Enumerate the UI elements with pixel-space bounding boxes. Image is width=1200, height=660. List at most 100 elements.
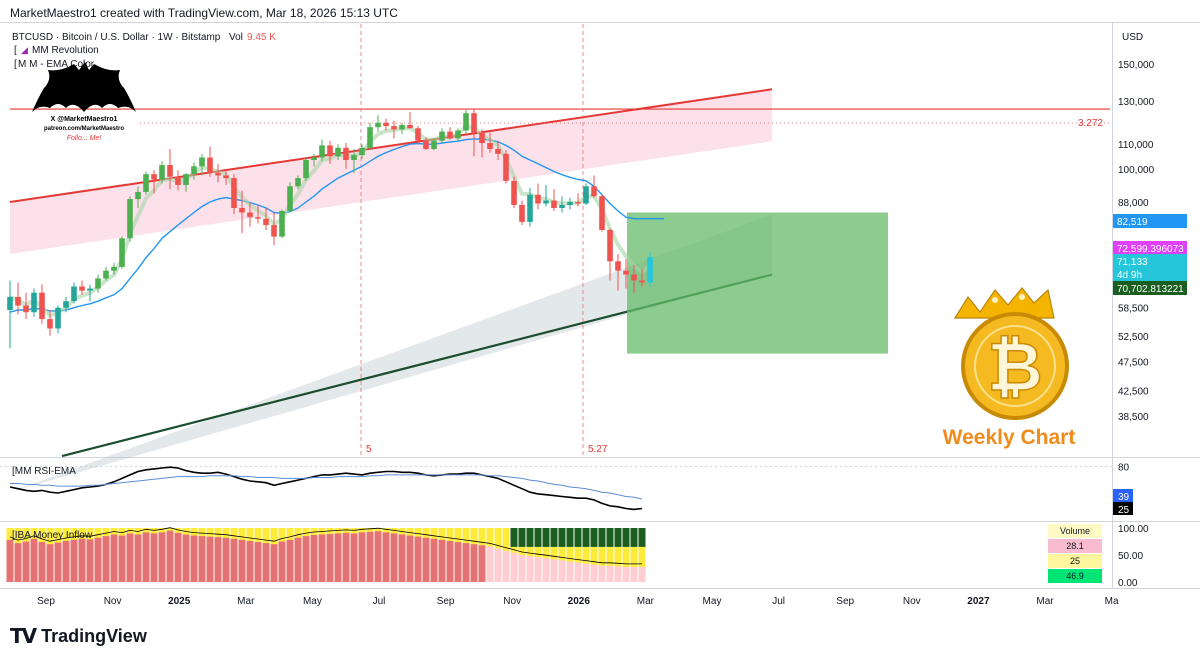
flow-bar[interactable] — [142, 532, 150, 582]
candle-body[interactable] — [567, 202, 573, 205]
flow-bar[interactable] — [414, 536, 422, 582]
flow-bar[interactable] — [526, 556, 534, 582]
candle-body[interactable] — [383, 122, 389, 127]
candle-body[interactable] — [7, 296, 13, 310]
candle-body[interactable] — [263, 218, 269, 226]
flow-bar[interactable] — [246, 540, 254, 582]
candle-body[interactable] — [423, 140, 429, 149]
flow-bar[interactable] — [54, 542, 62, 582]
candle-body[interactable] — [527, 194, 533, 222]
flow-bar[interactable] — [638, 566, 646, 582]
flow-bar[interactable] — [126, 533, 134, 582]
candle-body[interactable] — [367, 127, 373, 148]
candle-body[interactable] — [583, 186, 589, 204]
flow-bar[interactable] — [366, 531, 374, 582]
flow-bar[interactable] — [190, 535, 198, 582]
candle-body[interactable] — [191, 166, 197, 175]
flow-bar[interactable] — [606, 565, 614, 582]
candle-body[interactable] — [319, 145, 325, 158]
flow-bar[interactable] — [86, 539, 94, 582]
flow-bar[interactable] — [374, 531, 382, 582]
flow-bar[interactable] — [558, 560, 566, 582]
flow-bar[interactable] — [94, 537, 102, 582]
flow-bar[interactable] — [118, 535, 126, 582]
candle-body[interactable] — [15, 296, 21, 306]
candle-body[interactable] — [399, 124, 405, 130]
flow-bar[interactable] — [630, 566, 638, 582]
flow-bar[interactable] — [174, 532, 182, 582]
rsi-pane[interactable]: 80 [MM RSI-EMA 39 25 — [0, 462, 1133, 516]
candle-body[interactable] — [647, 257, 653, 283]
flow-bar[interactable] — [62, 540, 70, 582]
flow-bar[interactable] — [582, 563, 590, 582]
flow-bar[interactable] — [590, 564, 598, 582]
candle-body[interactable] — [623, 270, 629, 275]
flow-bar[interactable] — [6, 539, 14, 582]
candle-body[interactable] — [471, 113, 477, 133]
flow-bar[interactable] — [78, 538, 86, 582]
candle-body[interactable] — [111, 266, 117, 271]
flow-bar[interactable] — [566, 561, 574, 582]
flow-bar[interactable] — [470, 544, 478, 582]
flow-bar[interactable] — [598, 565, 606, 582]
flow-bar[interactable] — [446, 540, 454, 582]
flow-bar[interactable] — [238, 539, 246, 582]
candle-body[interactable] — [343, 147, 349, 161]
candle-body[interactable] — [303, 160, 309, 179]
candle-body[interactable] — [247, 212, 253, 218]
candle-body[interactable] — [591, 186, 597, 197]
candle-body[interactable] — [407, 124, 413, 129]
flow-bar[interactable] — [398, 534, 406, 582]
candle-body[interactable] — [23, 305, 29, 313]
candle-body[interactable] — [311, 157, 317, 161]
flow-bar[interactable] — [502, 550, 510, 582]
flow-bar[interactable] — [510, 552, 518, 582]
flow-bar[interactable] — [102, 536, 110, 582]
candle-body[interactable] — [103, 270, 109, 279]
candle-body[interactable] — [447, 131, 453, 139]
flow-bar[interactable] — [358, 532, 366, 582]
flow-bar[interactable] — [550, 559, 558, 582]
candle-body[interactable] — [351, 155, 357, 161]
money-flow-pane[interactable]: [IBA Money Inflow 100.00 50.00 0.00 Volume 28… — [6, 524, 1150, 589]
rsi-ema-line[interactable] — [10, 474, 643, 500]
candle-body[interactable] — [207, 157, 213, 173]
candle-body[interactable] — [391, 126, 397, 130]
candle-body[interactable] — [335, 147, 341, 157]
candle-body[interactable] — [463, 113, 469, 131]
candle-body[interactable] — [431, 140, 437, 149]
candle-body[interactable] — [503, 153, 509, 181]
flow-bar[interactable] — [214, 537, 222, 582]
candle-body[interactable] — [287, 186, 293, 211]
flow-bar[interactable] — [494, 548, 502, 582]
flow-bar[interactable] — [110, 534, 118, 582]
flow-bar[interactable] — [422, 537, 430, 582]
flow-bar[interactable] — [542, 558, 550, 582]
candle-body[interactable] — [119, 238, 125, 267]
rsi-line[interactable] — [9, 466, 643, 511]
candle-body[interactable] — [183, 174, 189, 185]
flow-bar[interactable] — [478, 545, 486, 582]
flow-bar[interactable] — [310, 535, 318, 582]
flow-bar[interactable] — [438, 539, 446, 582]
flow-bar[interactable] — [22, 541, 30, 583]
ema-line[interactable] — [9, 138, 664, 313]
flow-bar[interactable] — [462, 543, 470, 582]
flow-bar[interactable] — [334, 533, 342, 582]
candle-body[interactable] — [87, 288, 93, 291]
target-zone-box[interactable] — [627, 212, 888, 354]
footer-brand[interactable]: 𝗧𝗩 TradingView — [10, 624, 147, 649]
flow-bar[interactable] — [230, 538, 238, 582]
candle-body[interactable] — [223, 175, 229, 179]
candle-body[interactable] — [519, 204, 525, 222]
time-axis[interactable]: Sep Nov 2025 Mar May Jul Sep Nov 2026 Mar May Jul Se… — [37, 596, 1119, 607]
candle-body[interactable] — [159, 165, 165, 180]
flow-bar[interactable] — [614, 566, 622, 582]
candle-body[interactable] — [327, 145, 333, 157]
flow-bar[interactable] — [222, 537, 230, 582]
candle-body[interactable] — [167, 165, 173, 177]
flow-bar[interactable] — [350, 533, 358, 582]
candle-body[interactable] — [375, 122, 381, 128]
candle-body[interactable] — [415, 128, 421, 141]
flow-bar[interactable] — [486, 546, 494, 582]
